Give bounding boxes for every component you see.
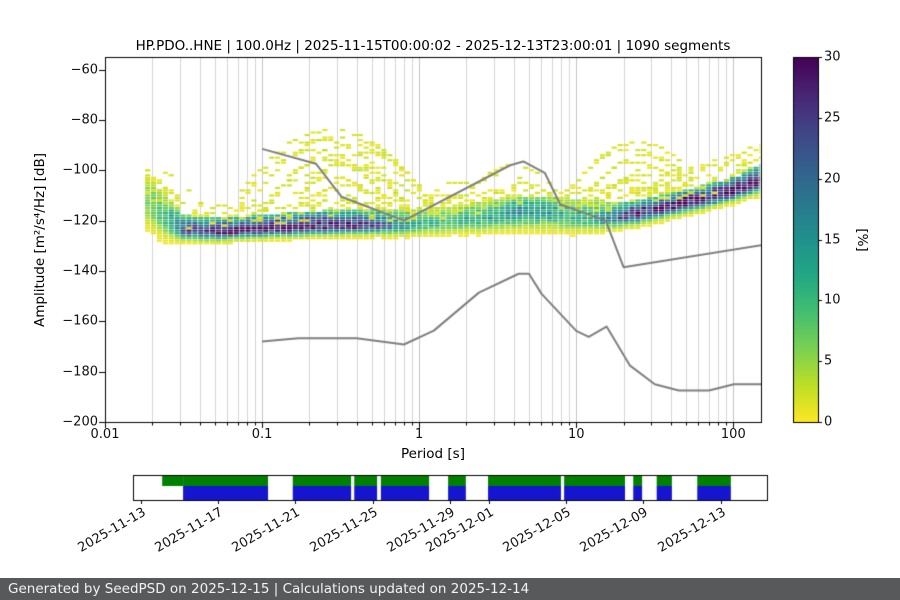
footer-text: Generated by SeedPSD on 2025-12-15 | Cal…	[8, 581, 530, 597]
footer-bar: Generated by SeedPSD on 2025-12-15 | Cal…	[0, 578, 900, 600]
ppsd-figure-canvas	[0, 0, 900, 578]
